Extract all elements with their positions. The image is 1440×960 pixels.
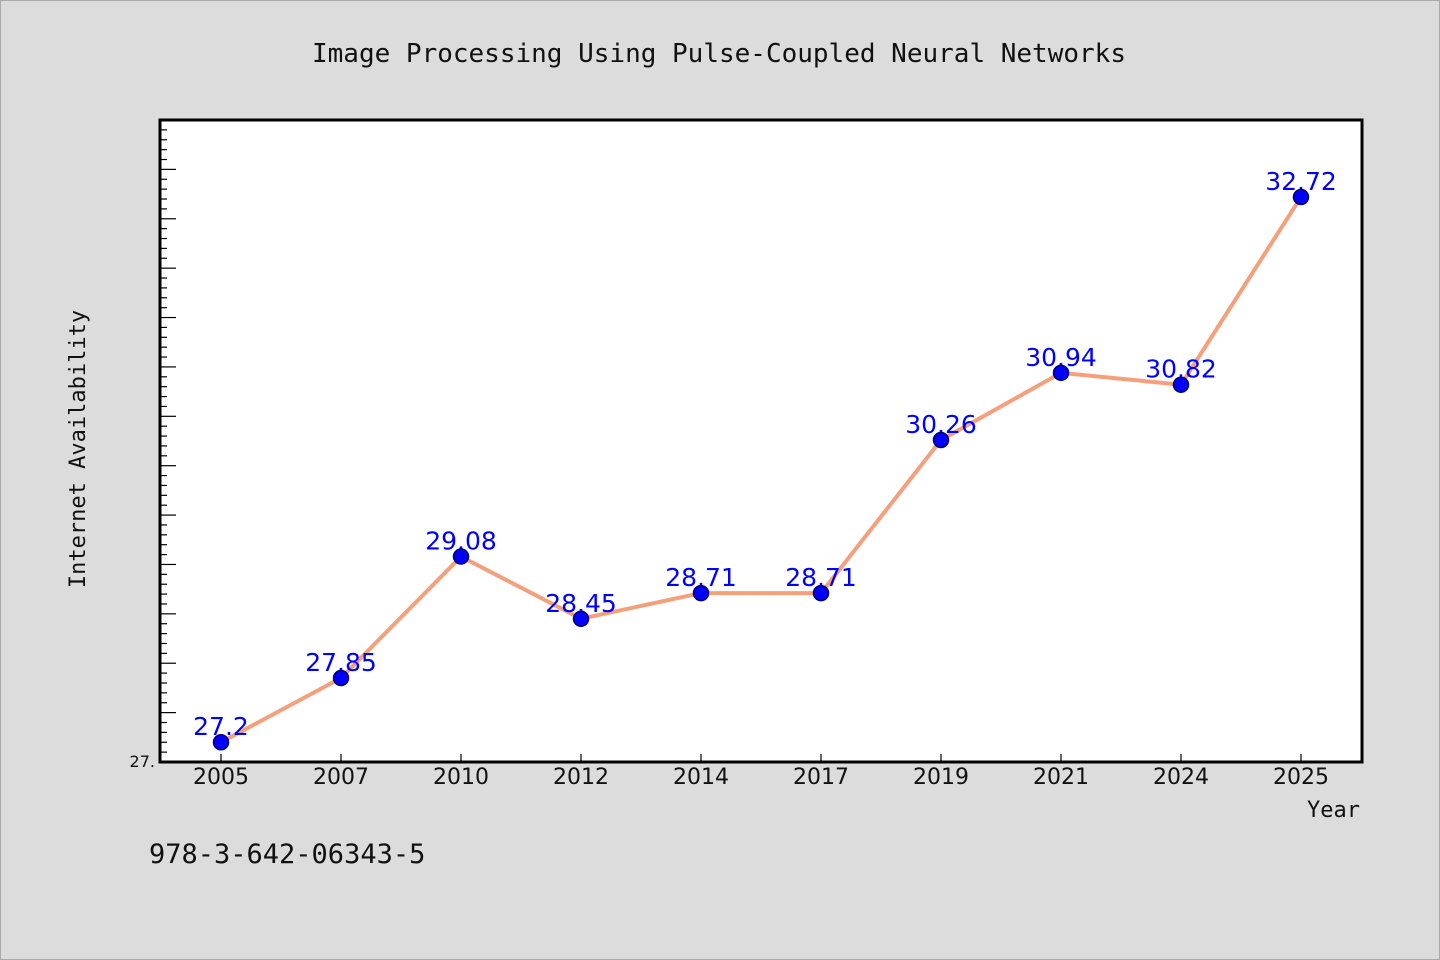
x-tick-label: 2021 [1033,765,1089,790]
y-tick-label: 27. [130,752,155,771]
x-axis-label: Year [1307,798,1360,823]
data-point-marker [212,733,230,751]
plot-area [158,118,1364,764]
x-tick-label: 2017 [793,765,849,790]
data-point-marker [452,548,470,565]
data-point-marker [1052,364,1070,382]
series-markers [212,188,1310,751]
x-axis-ticks [220,754,1302,762]
y-axis-ticks [160,119,176,753]
data-point-marker [1292,188,1310,206]
data-point-marker [332,669,350,687]
data-point-marker [692,584,710,602]
data-point-marker [812,584,830,602]
x-tick-label: 2025 [1273,765,1329,790]
x-tick-label: 2010 [433,765,489,790]
series-line [220,195,1303,745]
data-point-marker [572,610,590,628]
x-tick-label: 2005 [193,765,249,790]
y-axis-label: Internet Availability [66,310,91,588]
chart-title: Image Processing Using Pulse-Coupled Neu… [312,39,1126,69]
x-axis-tick-labels: 2005 2007 2010 2012 2014 2017 2019 2021 2024 2025 [193,765,1329,790]
x-tick-label: 2024 [1153,765,1209,790]
x-tick-label: 2019 [913,765,969,790]
data-point-marker [932,431,950,449]
x-tick-label: 2014 [673,765,729,790]
x-tick-label: 2012 [553,765,609,790]
isbn-text: 978-3-642-06343-5 [149,839,425,870]
x-tick-label: 2007 [313,765,369,790]
data-point-marker [1172,376,1190,393]
